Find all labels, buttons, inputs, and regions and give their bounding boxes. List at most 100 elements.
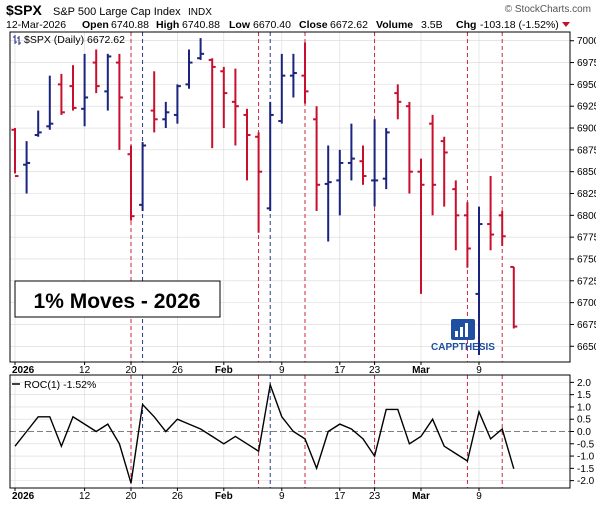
price-y-tick-label: 6950 xyxy=(577,80,596,91)
ohlc-bar xyxy=(197,38,205,60)
ohlc-bar xyxy=(289,53,297,98)
date-tick-label: 23 xyxy=(369,365,381,376)
close-value: 6672.62 xyxy=(330,19,368,31)
ohlc-bar xyxy=(127,145,135,221)
date-tick-label: 23 xyxy=(369,491,381,502)
date-tick-label: 9 xyxy=(476,365,482,376)
chg-value: -103.18 (-1.52%) xyxy=(480,19,559,31)
price-panel: 6650 6675 6700 6725 6750 6775 6800 6825 6850 6875… xyxy=(9,31,596,363)
ohlc-bar xyxy=(487,176,495,251)
open-value: 6740.88 xyxy=(111,19,149,31)
roc-y-tick-label: -1.5 xyxy=(577,464,595,475)
ohlc-bar xyxy=(313,106,321,211)
price-y-tick-label: 6975 xyxy=(577,58,596,69)
roc-y-tick-label: 1.0 xyxy=(577,402,591,413)
ohlc-bar xyxy=(220,66,228,129)
ohlc-bar xyxy=(162,101,170,129)
price-y-tick-label: 6775 xyxy=(577,233,596,244)
ohlc-bar xyxy=(69,65,77,111)
date-tick-label: Mar xyxy=(412,365,430,376)
ohlc-bar xyxy=(46,75,54,130)
roc-y-tick-label: 0.5 xyxy=(577,415,591,426)
price-y-tick-label: 6875 xyxy=(577,145,596,156)
ohlc-bar xyxy=(185,49,193,89)
ohlc-bar xyxy=(23,141,31,194)
price-y-tick-label: 6925 xyxy=(577,102,596,113)
date-tick-label: 9 xyxy=(279,491,285,502)
ohlc-bar xyxy=(11,128,19,178)
open-label: Open xyxy=(82,19,109,31)
ohlc-bar xyxy=(231,68,239,146)
ohlc-bar xyxy=(92,49,100,94)
capp-thesis-logo: CAPPTHESIS xyxy=(431,319,495,353)
low-value: 6670.40 xyxy=(253,19,291,31)
logo-text: CAPPTHESIS xyxy=(431,342,495,353)
ohlc-bar xyxy=(394,84,402,120)
roc-series-line xyxy=(14,382,515,484)
price-date-axis: 2026 12 20 26 Feb 9 17 23 Mar 9 xyxy=(10,361,570,376)
roc-y-tick-label: 0.0 xyxy=(577,427,591,438)
date-tick-label: 26 xyxy=(172,365,184,376)
ohlc-bar xyxy=(382,128,390,190)
date-tick-label: Mar xyxy=(412,491,430,502)
roc-date-axis: 2026 12 20 26 Feb 9 17 23 Mar 9 xyxy=(10,487,570,502)
price-y-tick-label: 6825 xyxy=(577,189,596,200)
price-y-tick-label: 6650 xyxy=(577,342,596,353)
down-arrow-icon xyxy=(562,22,570,27)
date-tick-label: Feb xyxy=(215,365,233,376)
annotation-frame xyxy=(14,280,221,318)
quote-line: 12-Mar-2026 Open 6740.88 High 6740.88 Lo… xyxy=(6,19,559,31)
high-label: High xyxy=(156,19,179,31)
low-label: Low xyxy=(229,19,251,31)
date-tick-label: 9 xyxy=(279,365,285,376)
source-text: © StockCharts.com xyxy=(505,4,591,15)
ohlc-bar xyxy=(57,73,65,115)
ohlc-bar xyxy=(405,101,413,194)
date-tick-label: 9 xyxy=(476,491,482,502)
roc-y-tick-label: 1.5 xyxy=(577,390,591,401)
ohlc-bar xyxy=(115,53,123,150)
price-y-tick-label: 6800 xyxy=(577,211,596,222)
ohlc-bar xyxy=(452,180,460,251)
ohlc-bar xyxy=(34,110,42,137)
price-y-tick-label: 6850 xyxy=(577,167,596,178)
ohlc-bar xyxy=(266,101,274,211)
date-text: 12-Mar-2026 xyxy=(6,19,66,31)
date-tick-label: 17 xyxy=(334,365,346,376)
price-legend-text: $SPX (Daily) 6672.62 xyxy=(24,34,125,46)
ohlc-bar xyxy=(463,202,471,268)
price-y-tick-label: 6725 xyxy=(577,276,596,287)
roc-y-tick-label: 2.0 xyxy=(577,378,591,389)
date-tick-label: 20 xyxy=(125,491,137,502)
date-tick-label: 17 xyxy=(334,491,346,502)
index-name-text: S&P 500 Large Cap Index xyxy=(53,6,181,18)
ohlc-bar xyxy=(498,210,506,246)
price-y-tick-label: 6675 xyxy=(577,320,596,331)
ohlc-bar xyxy=(301,42,309,104)
ohlc-bar xyxy=(255,132,263,233)
ohlc-bar xyxy=(359,145,367,185)
ohlc-bar xyxy=(278,53,286,124)
ohlc-legend-icon xyxy=(13,35,21,45)
ohlc-bar xyxy=(81,53,89,127)
date-tick-label: 12 xyxy=(79,365,91,376)
close-label: Close xyxy=(299,19,328,31)
ohlc-bar xyxy=(243,108,251,181)
price-y-tick-label: 6900 xyxy=(577,124,596,135)
ohlc-bar xyxy=(417,158,425,294)
exchange-text: INDX xyxy=(188,7,212,18)
ohlc-bar xyxy=(336,149,344,216)
volume-label: Volume xyxy=(376,19,413,31)
date-tick-label: 26 xyxy=(172,491,184,502)
price-y-tick-label: 6700 xyxy=(577,298,596,309)
date-tick-label: 2026 xyxy=(12,491,35,502)
roc-y-tick-label: -2.0 xyxy=(577,476,595,487)
ohlc-bar xyxy=(510,265,518,329)
price-y-tick-label: 7000 xyxy=(577,36,596,47)
date-tick-label: Feb xyxy=(215,491,233,502)
ohlc-bar xyxy=(475,206,483,356)
ohlc-bar xyxy=(208,58,216,149)
ohlc-bar xyxy=(150,71,158,133)
price-y-tick-label: 6750 xyxy=(577,254,596,265)
ohlc-bar xyxy=(173,84,181,124)
